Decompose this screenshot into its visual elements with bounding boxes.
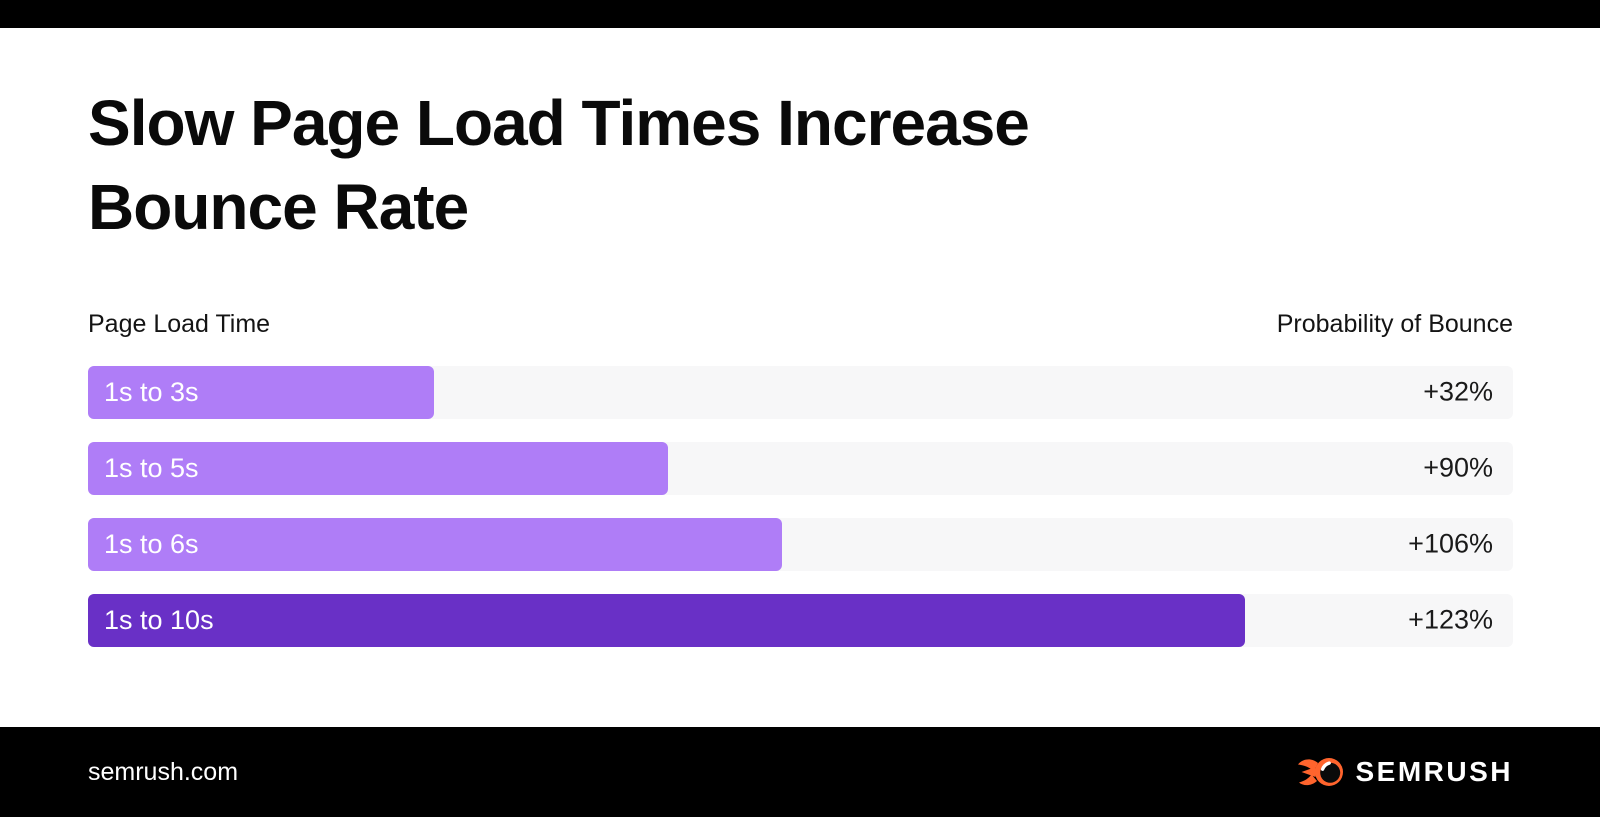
bar-1s-to-10s: 1s to 10s [88, 593, 1246, 647]
page-title: Slow Page Load Times Increase Bounce Rat… [88, 82, 1513, 250]
bar-track: 1s to 3s +32% [88, 365, 1513, 419]
value-label: +106% [1408, 528, 1493, 559]
chart-row-1s-to-10s: 1s to 10s +123% [88, 593, 1513, 647]
bar-track: 1s to 6s +106% [88, 517, 1513, 571]
bar-label: 1s to 10s [104, 604, 214, 635]
bar-1s-to-6s: 1s to 6s [88, 517, 782, 571]
page-title-line-2: Bounce Rate [88, 170, 469, 243]
bar-label: 1s to 6s [104, 528, 199, 559]
footer-url: semrush.com [88, 757, 239, 786]
semrush-logo: SEMRUSH [1298, 756, 1513, 788]
top-bar [0, 0, 1600, 28]
value-label: +123% [1408, 604, 1493, 635]
chart-row-1s-to-3s: 1s to 3s +32% [88, 365, 1513, 419]
chart-area: Slow Page Load Times Increase Bounce Rat… [0, 82, 1600, 647]
chart-row-1s-to-6s: 1s to 6s +106% [88, 517, 1513, 571]
axis-label-page-load-time: Page Load Time [88, 309, 271, 338]
bar-track: 1s to 5s +90% [88, 441, 1513, 495]
footer: semrush.com SEMRUSH [0, 727, 1600, 817]
axis-labels-row: Page Load Time Probability of Bounce [88, 310, 1513, 339]
value-label: +32% [1423, 376, 1493, 407]
bar-label: 1s to 5s [104, 452, 199, 483]
page-title-line-1: Slow Page Load Times Increase [88, 87, 1030, 159]
bar-1s-to-5s: 1s to 5s [88, 441, 668, 495]
axis-label-probability-of-bounce: Probability of Bounce [1276, 309, 1513, 338]
bar-track: 1s to 10s +123% [88, 593, 1513, 647]
value-label: +90% [1423, 452, 1493, 483]
bar-1s-to-3s: 1s to 3s [88, 365, 435, 419]
bar-label: 1s to 3s [104, 376, 199, 407]
chart-row-1s-to-5s: 1s to 5s +90% [88, 441, 1513, 495]
semrush-flame-icon [1298, 758, 1344, 786]
semrush-wordmark: SEMRUSH [1355, 756, 1513, 787]
bar-chart: 1s to 3s +32% 1s to 5s +90% 1s to 6s [88, 365, 1513, 647]
